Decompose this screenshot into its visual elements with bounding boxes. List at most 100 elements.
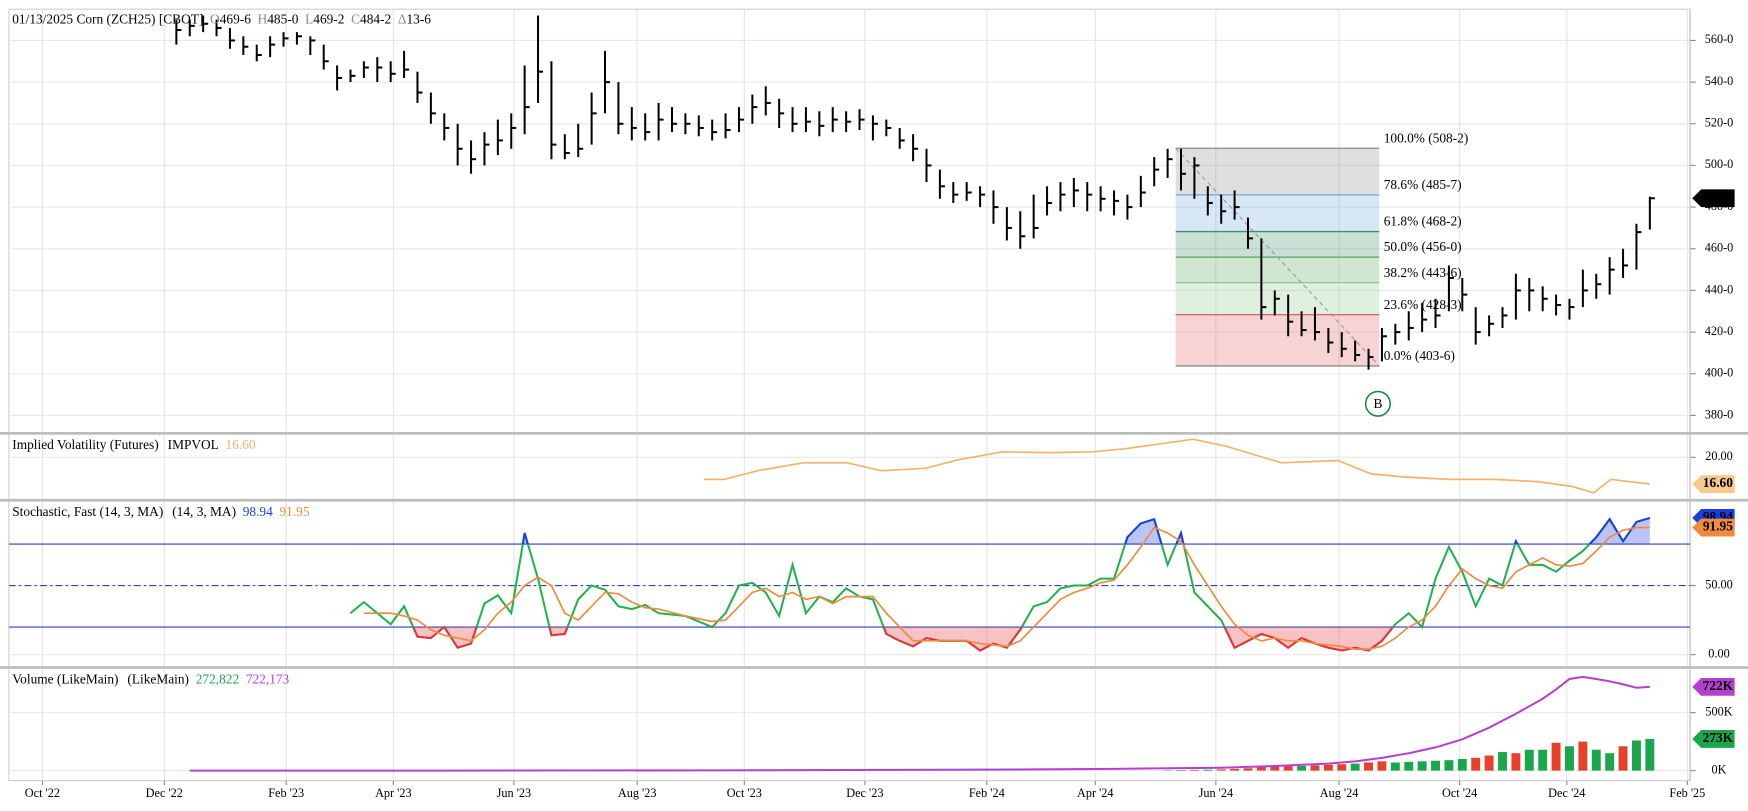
volume-bar <box>1230 768 1240 771</box>
volume-bar <box>1471 757 1481 771</box>
x-tick-label: Aug '23 <box>618 786 657 800</box>
panel-subtitle: (14, 3, MA) <box>172 504 236 519</box>
x-tick-label: Oct '24 <box>1442 786 1477 800</box>
panel-header: 01/13/2025 Corn (ZCH25) [CBOT] O469-6 H485… <box>12 11 431 26</box>
y-tick-label: 520-0 <box>1705 116 1734 130</box>
fib-label: 100.0% (508-2) <box>1384 130 1469 145</box>
x-tick-label: Feb '24 <box>969 786 1005 800</box>
panel-header: Implied Volatility (Futures) IMPVOL 16.60 <box>12 437 256 452</box>
y-tick-label: 500-0 <box>1705 157 1734 171</box>
series-name: IMPVOL <box>168 437 219 452</box>
value-tag-label: 722K <box>1703 678 1734 693</box>
panel-title: Volume (LikeMain) <box>12 671 118 686</box>
panel-subtitle: (LikeMain) <box>127 671 189 686</box>
value-tag <box>1692 189 1735 208</box>
value-tag-label: 91.95 <box>1703 519 1733 534</box>
legend-value: 98.94 <box>243 504 273 519</box>
fib-label: 0.0% (403-6) <box>1384 348 1455 363</box>
volume-bar <box>1189 769 1199 771</box>
quote-value: 13-6 <box>407 11 432 26</box>
series-line <box>189 675 1650 772</box>
fib-label: 38.2% (443-6) <box>1384 265 1462 280</box>
legend-value: 91.95 <box>279 504 309 519</box>
volume-bar <box>1176 770 1186 771</box>
y-tick-label: 20.00 <box>1705 449 1733 463</box>
x-tick-label: Apr '23 <box>375 786 412 800</box>
x-tick-label: Dec '22 <box>146 786 183 800</box>
y-tick-label: 380-0 <box>1705 407 1734 421</box>
volume-bar <box>1350 763 1360 771</box>
volume-bar <box>1390 762 1400 771</box>
volume-bar <box>1565 746 1574 771</box>
volume-bar <box>1404 761 1414 771</box>
volume-bar <box>1216 769 1226 771</box>
y-tick-label: 0.00 <box>1708 646 1729 660</box>
x-tick-label: Feb '25 <box>1669 786 1705 800</box>
quote-value: 469-6 <box>220 11 251 26</box>
y-tick-label: 500K <box>1705 704 1732 718</box>
y-tick-label: 0K <box>1712 762 1727 776</box>
panel-header: Volume (LikeMain) (LikeMain) 272,822 722,17… <box>12 671 289 686</box>
volume-bar <box>1511 753 1521 771</box>
fib-label: 50.0% (456-0) <box>1384 239 1462 254</box>
x-tick-label: Feb '23 <box>268 786 304 800</box>
x-tick-label: Dec '23 <box>846 786 883 800</box>
fib-label: 78.6% (485-7) <box>1384 177 1462 192</box>
y-tick-label: 460-0 <box>1705 241 1734 255</box>
panel-title: Stochastic, Fast (14, 3, MA) <box>12 504 163 519</box>
x-tick-label: Aug '24 <box>1320 786 1359 800</box>
volume-bar <box>1377 761 1387 771</box>
legend-value: 16.60 <box>226 437 256 452</box>
y-tick-label: 560-0 <box>1705 32 1734 46</box>
panel-header: Stochastic, Fast (14, 3, MA) (14, 3, MA) 9… <box>12 504 310 519</box>
legend-value: 722,173 <box>246 671 290 686</box>
value-tag <box>1692 730 1735 748</box>
quote-value: 484-2 <box>360 11 391 26</box>
volume-bar <box>1444 760 1454 771</box>
x-tick-label: Apr '24 <box>1077 786 1114 800</box>
volume-bar <box>1431 760 1440 771</box>
y-tick-label: 420-0 <box>1705 324 1734 338</box>
y-tick-label: 540-0 <box>1705 74 1734 88</box>
volume-bar <box>1498 752 1507 771</box>
annotation-label: B <box>1373 396 1382 411</box>
volume-bar <box>1364 762 1374 771</box>
y-tick-label: 400-0 <box>1705 366 1734 380</box>
volume-bar <box>1323 764 1333 771</box>
fib-zone <box>1175 148 1380 195</box>
series-line <box>412 627 1424 652</box>
legend-value: 272,822 <box>196 671 239 686</box>
fib-zone <box>1175 314 1380 366</box>
value-tag-label: 273K <box>1703 730 1734 745</box>
volume-bar <box>1631 740 1641 771</box>
y-tick-label: 50.00 <box>1705 577 1733 591</box>
quote-label: H <box>258 11 268 26</box>
quote-value: 469-2 <box>313 11 344 26</box>
fib-zone <box>1175 257 1380 283</box>
panel-title: Implied Volatility (Futures) <box>12 437 158 452</box>
volume-bar <box>1618 746 1628 771</box>
volume-bar <box>1457 759 1467 771</box>
volume-bar <box>1551 742 1561 771</box>
volume-bar <box>1310 765 1320 771</box>
volume-bar <box>1484 755 1494 771</box>
x-tick-label: Oct '23 <box>727 786 762 800</box>
fib-zone <box>1175 231 1380 258</box>
quote-label: C <box>351 11 360 26</box>
volume-bar <box>1270 765 1280 771</box>
volume-bar <box>1243 768 1253 771</box>
volume-bar <box>1578 741 1588 771</box>
volume-bar <box>1297 765 1307 771</box>
volume-bar <box>1538 749 1548 771</box>
series-line <box>363 526 1650 650</box>
chart-title: 01/13/2025 Corn (ZCH25) [CBOT] <box>12 11 203 26</box>
volume-bar <box>1283 765 1293 771</box>
value-tag <box>1692 475 1735 494</box>
volume-bar <box>1605 753 1615 771</box>
volume-bar <box>1256 766 1266 771</box>
quote-label: L <box>305 11 313 26</box>
annotation-marker <box>1364 390 1391 417</box>
